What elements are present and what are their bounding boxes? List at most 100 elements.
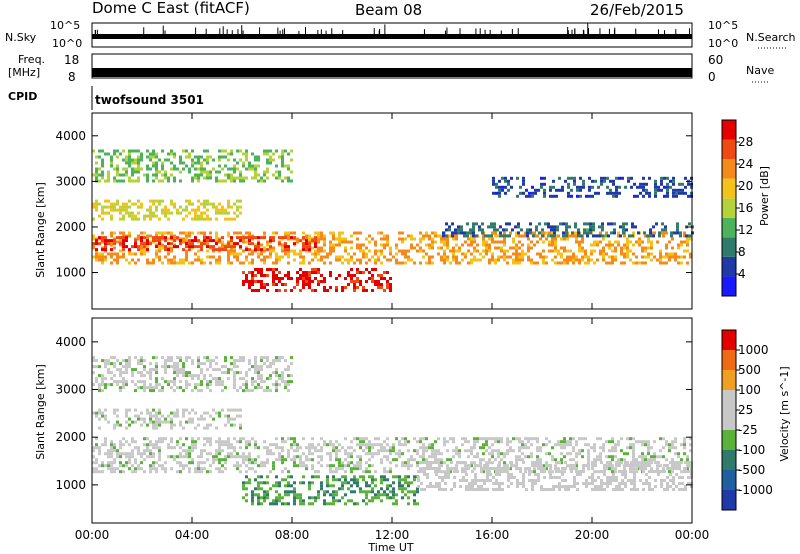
heatmap-cell bbox=[368, 440, 371, 444]
heatmap-cell bbox=[452, 449, 455, 453]
heatmap-cell bbox=[575, 234, 578, 238]
heatmap-cell bbox=[401, 443, 404, 447]
heatmap-cell bbox=[251, 377, 254, 381]
heatmap-cell bbox=[209, 383, 212, 387]
heatmap-cell bbox=[371, 289, 374, 292]
heatmap-cell bbox=[98, 408, 101, 412]
heatmap-cell bbox=[426, 461, 429, 464]
heatmap-cell bbox=[134, 389, 137, 393]
heatmap-cell bbox=[284, 359, 287, 363]
heatmap-cell bbox=[483, 467, 486, 470]
heatmap-cell bbox=[488, 461, 491, 465]
heatmap-cell bbox=[146, 437, 149, 441]
heatmap-cell bbox=[284, 484, 287, 488]
heatmap-cell bbox=[263, 173, 266, 177]
heatmap-cell bbox=[591, 473, 594, 476]
heatmap-cell bbox=[666, 194, 669, 198]
heatmap-cell bbox=[164, 231, 167, 235]
heatmap-cell bbox=[155, 443, 158, 447]
heatmap-cell bbox=[525, 467, 528, 470]
heatmap-cell bbox=[227, 437, 230, 441]
heatmap-cell bbox=[450, 467, 453, 470]
heatmap-cell bbox=[647, 452, 650, 456]
heatmap-cell bbox=[305, 458, 308, 462]
y-tick-label: 2000 bbox=[55, 220, 86, 234]
nsearch-label: N.Search bbox=[746, 31, 796, 44]
heatmap-cell bbox=[182, 240, 185, 244]
heatmap-cell bbox=[624, 185, 627, 189]
heatmap-cell bbox=[146, 258, 149, 262]
heatmap-cell bbox=[224, 467, 227, 471]
heatmap-cell bbox=[593, 470, 596, 474]
heatmap-cell bbox=[453, 485, 456, 488]
heatmap-cell bbox=[465, 485, 468, 488]
heatmap-cell bbox=[311, 271, 314, 274]
heatmap-cell bbox=[167, 414, 170, 418]
heatmap-cell bbox=[527, 243, 530, 247]
heatmap-cell bbox=[461, 243, 464, 247]
heatmap-cell bbox=[654, 194, 657, 198]
heatmap-cell bbox=[257, 475, 260, 479]
heatmap-cell bbox=[92, 217, 95, 221]
heatmap-cell bbox=[458, 246, 461, 250]
heatmap-cell bbox=[131, 374, 134, 378]
heatmap-cell bbox=[98, 449, 101, 453]
heatmap-cell bbox=[104, 377, 107, 381]
heatmap-cell bbox=[161, 365, 164, 369]
heatmap-cell bbox=[296, 443, 299, 447]
heatmap-cell bbox=[218, 440, 221, 444]
heatmap-cell bbox=[287, 167, 290, 171]
heatmap-cell bbox=[475, 234, 478, 238]
heatmap-cell bbox=[311, 452, 314, 456]
heatmap-cell bbox=[496, 228, 499, 232]
heatmap-cell bbox=[251, 234, 254, 238]
heatmap-cell bbox=[206, 440, 209, 444]
heatmap-cell bbox=[134, 470, 137, 474]
heatmap-cell bbox=[314, 499, 317, 503]
heatmap-cell bbox=[506, 255, 509, 259]
heatmap-cell bbox=[263, 440, 266, 444]
heatmap-cell bbox=[290, 356, 293, 360]
heatmap-cell bbox=[155, 152, 158, 156]
heatmap-cell bbox=[425, 458, 428, 462]
heatmap-cell bbox=[302, 242, 305, 246]
heatmap-cell bbox=[191, 362, 194, 366]
heatmap-cell bbox=[164, 248, 167, 252]
heatmap-cell bbox=[260, 236, 263, 240]
heatmap-cell bbox=[389, 467, 392, 471]
heatmap-cell bbox=[257, 242, 260, 246]
heatmap-cell bbox=[678, 464, 681, 467]
heatmap-cell bbox=[281, 164, 284, 168]
heatmap-cell bbox=[437, 449, 440, 453]
heatmap-cell bbox=[650, 252, 653, 256]
heatmap-cell bbox=[155, 371, 158, 375]
heatmap-cell bbox=[119, 446, 122, 450]
heatmap-cell bbox=[275, 356, 278, 360]
heatmap-cell bbox=[410, 481, 413, 485]
heatmap-cell bbox=[654, 188, 657, 192]
heatmap-cell bbox=[438, 464, 441, 467]
heatmap-cell bbox=[167, 383, 170, 387]
heatmap-cell bbox=[437, 461, 440, 465]
freq-frame bbox=[91, 53, 693, 79]
heatmap-cell bbox=[689, 237, 692, 241]
heatmap-cell bbox=[659, 252, 662, 256]
heatmap-cell bbox=[188, 467, 191, 471]
heatmap-cell bbox=[209, 440, 212, 444]
heatmap-cell bbox=[287, 179, 290, 183]
heatmap-cell bbox=[437, 252, 440, 256]
heatmap-cell bbox=[509, 246, 512, 250]
heatmap-cell bbox=[398, 487, 401, 491]
heatmap-cell bbox=[227, 261, 230, 265]
heatmap-cell bbox=[554, 464, 557, 468]
heatmap-cell bbox=[595, 234, 598, 238]
heatmap-cell bbox=[233, 158, 236, 162]
heatmap-cell bbox=[221, 240, 224, 244]
heatmap-cell bbox=[233, 374, 236, 378]
heatmap-cell bbox=[371, 490, 374, 494]
heatmap-cell bbox=[191, 245, 194, 249]
heatmap-cell bbox=[371, 446, 374, 450]
heatmap-cell bbox=[272, 443, 275, 447]
heatmap-cell bbox=[386, 240, 389, 244]
heatmap-cell bbox=[618, 464, 621, 467]
